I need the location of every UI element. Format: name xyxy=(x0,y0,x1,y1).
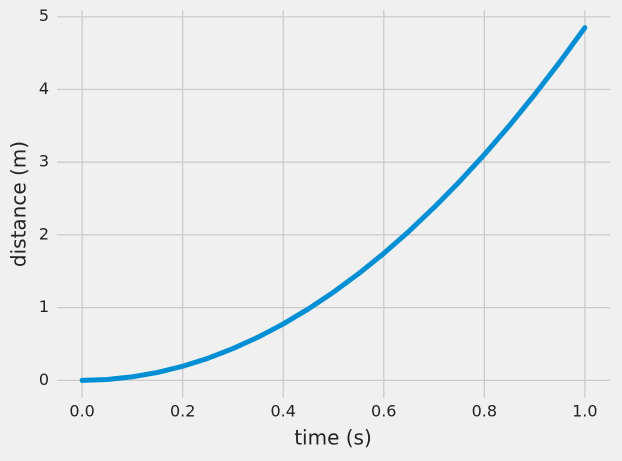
x-tick-label: 0.0 xyxy=(69,402,94,421)
x-tick-label: 0.8 xyxy=(472,402,497,421)
x-tick-label: 0.4 xyxy=(271,402,296,421)
data-line xyxy=(79,25,588,383)
y-tick-label: 1 xyxy=(39,297,49,316)
x-tick-label: 0.2 xyxy=(170,402,195,421)
x-tick-label: 0.6 xyxy=(371,402,396,421)
y-tick-label: 5 xyxy=(39,6,49,25)
y-tick-label: 3 xyxy=(39,152,49,171)
x-axis-label: time (s) xyxy=(294,426,372,450)
y-tick-label: 0 xyxy=(39,370,49,389)
y-axis-label: distance (m) xyxy=(7,141,31,267)
y-tick-label: 4 xyxy=(39,79,49,98)
y-tick-label: 2 xyxy=(39,224,49,243)
x-tick-label: 1.0 xyxy=(572,402,597,421)
